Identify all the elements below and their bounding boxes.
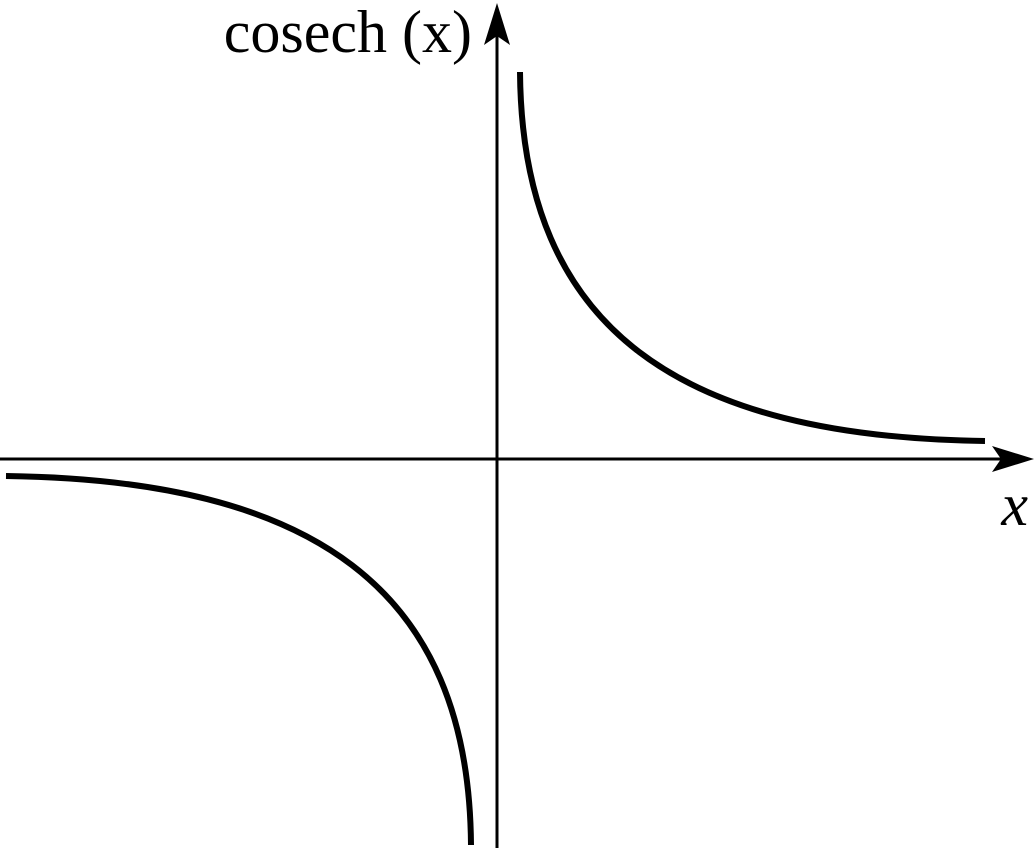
y-axis-label: cosech (x) bbox=[224, 0, 472, 65]
x-axis-arrow bbox=[992, 446, 1034, 472]
y-axis-arrow bbox=[484, 3, 510, 45]
x-axis-label: x bbox=[1000, 472, 1028, 538]
curve-left-branch bbox=[5, 473, 474, 846]
curve-right-branch bbox=[517, 71, 986, 444]
